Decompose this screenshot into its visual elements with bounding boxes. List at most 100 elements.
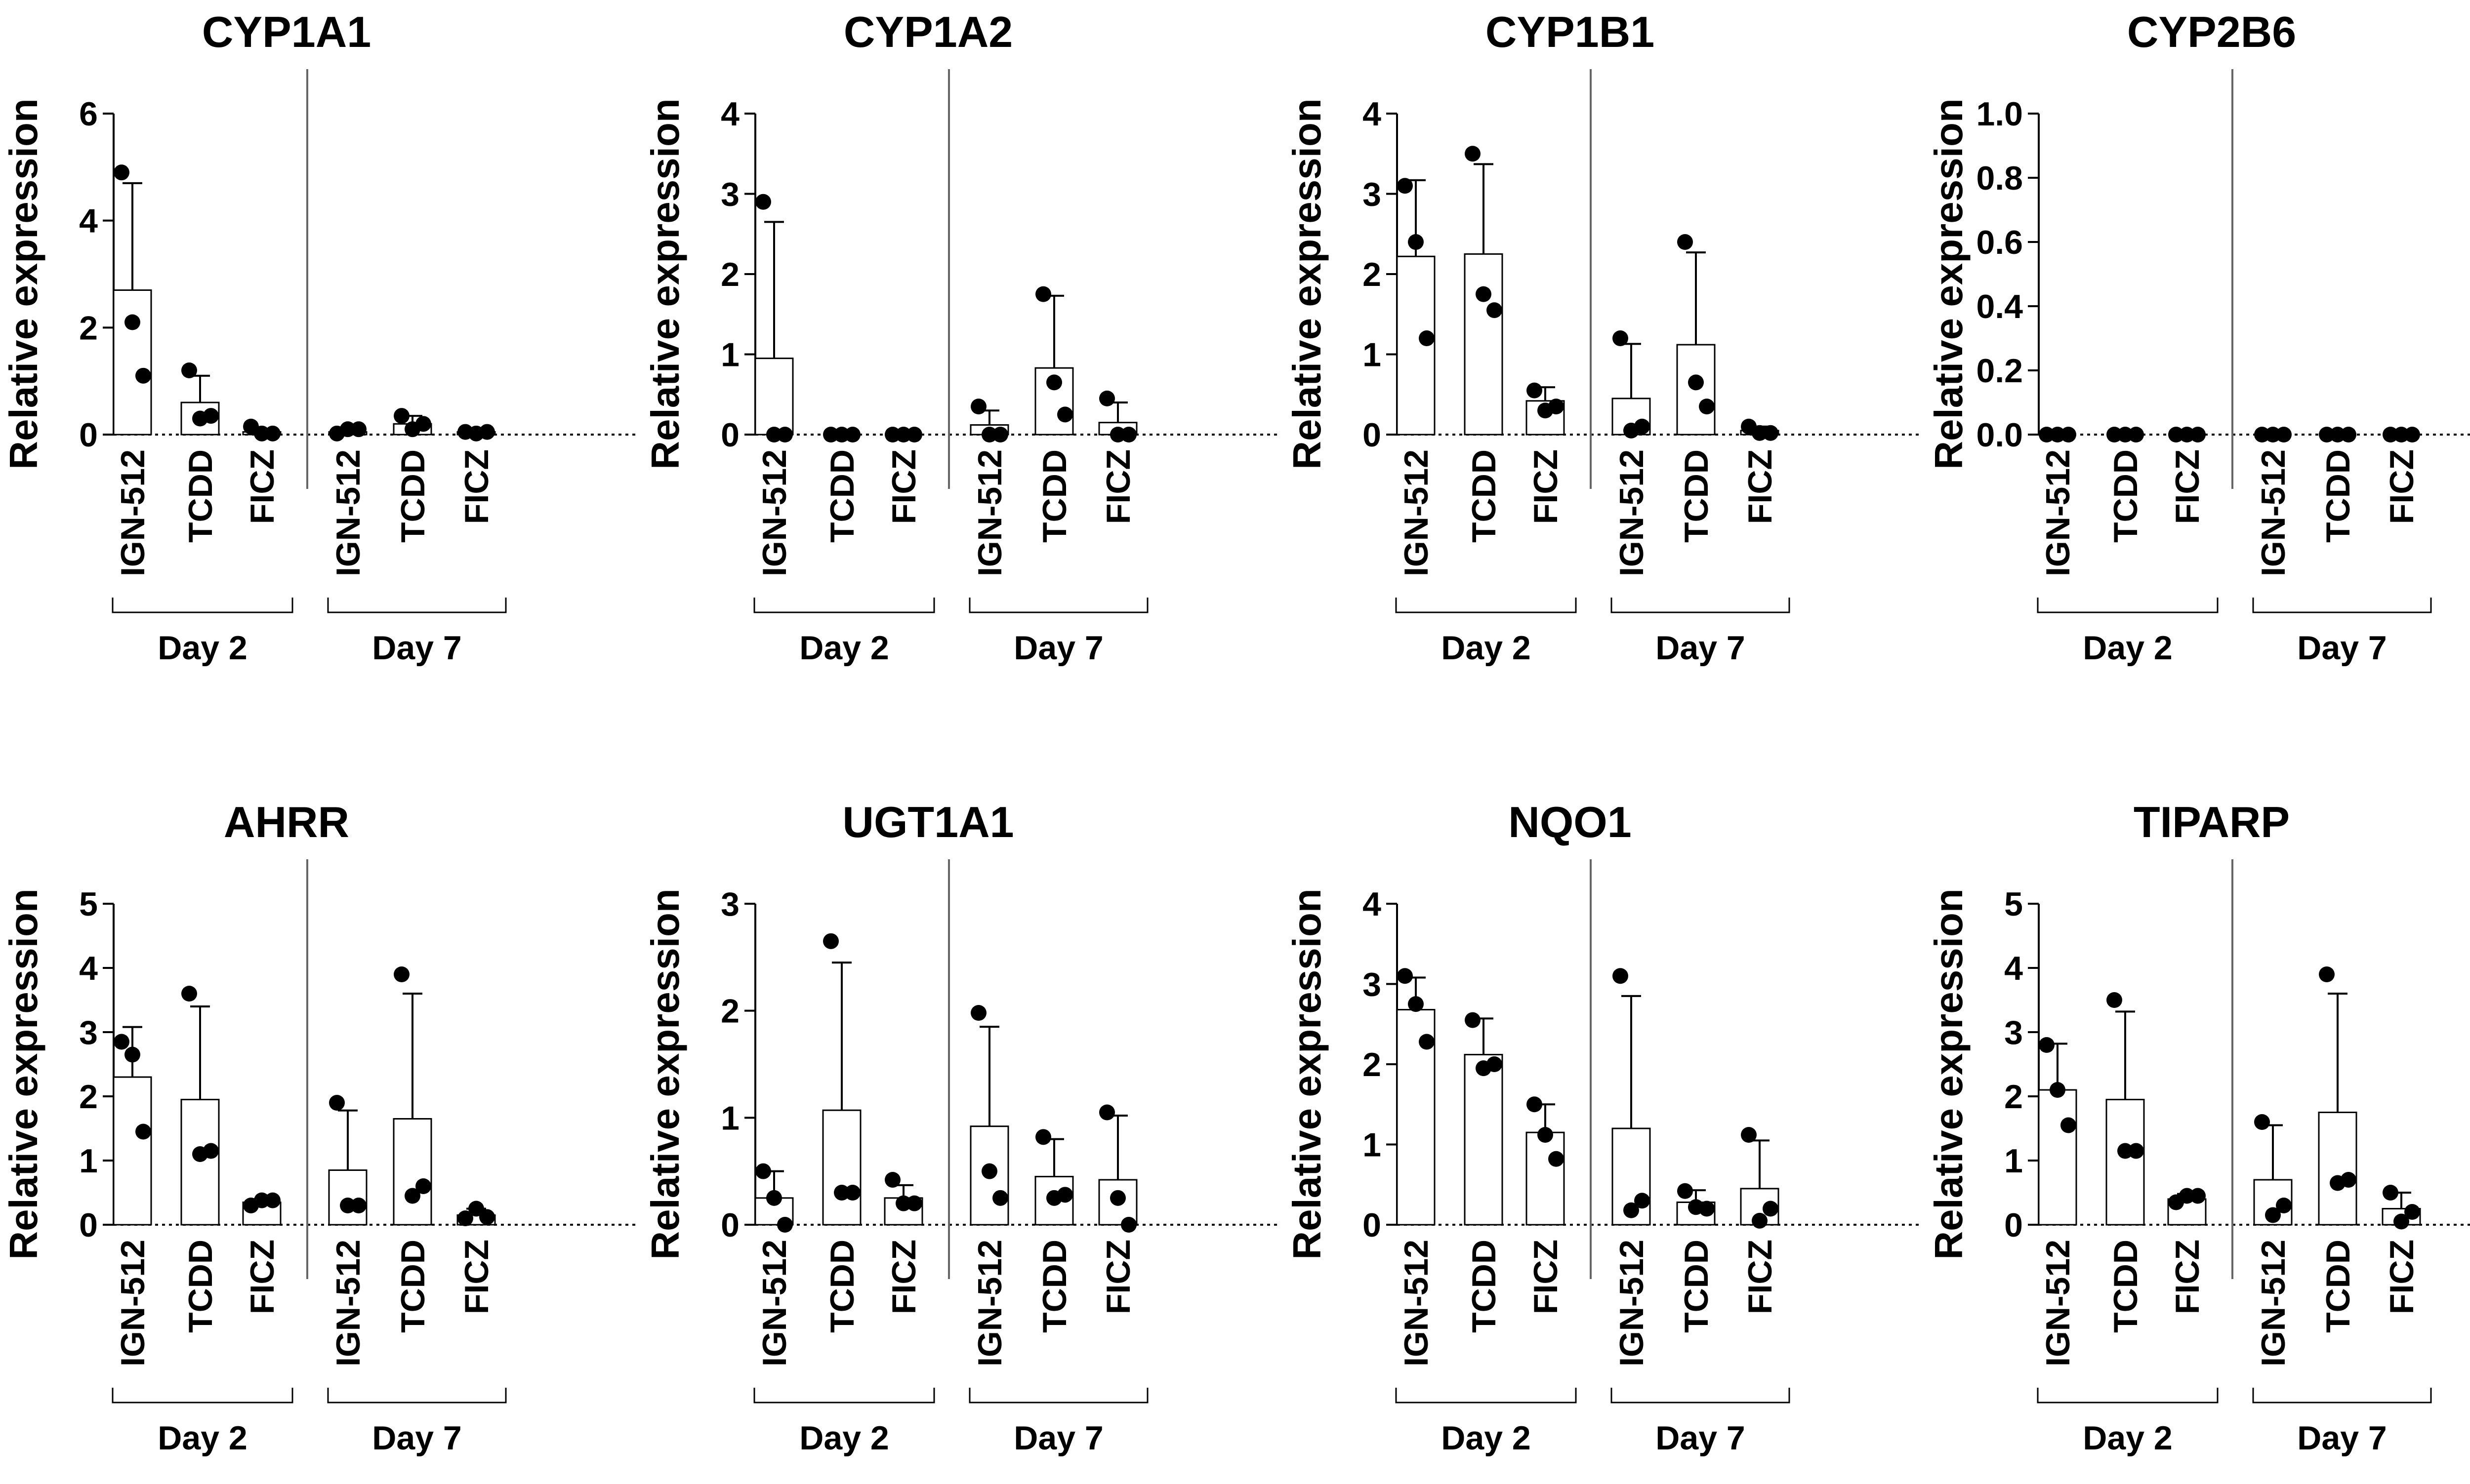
chart-panel-TIPARP: TIPARP Relative expression 0 1 2 3 4 5 IGN-512 TC… [1927, 798, 2470, 1457]
data-point [254, 425, 270, 441]
group-bracket [753, 1388, 935, 1404]
data-point [2190, 427, 2206, 442]
bar [113, 289, 152, 436]
category-label: IGN-512 [114, 449, 152, 576]
data-point [2117, 1143, 2133, 1159]
category-label: FICZ [1741, 1240, 1779, 1314]
data-point [1121, 1217, 1137, 1233]
data-point [394, 408, 410, 424]
data-point [1397, 968, 1413, 984]
data-point [1099, 1104, 1115, 1121]
group-bracket [327, 1388, 507, 1404]
bar [2105, 1099, 2145, 1226]
data-point [1526, 382, 1542, 399]
y-tick-label: 0 [1362, 1206, 1381, 1244]
group-label: Day 2 [799, 1419, 889, 1457]
data-point [2393, 1213, 2409, 1230]
data-point [2179, 1188, 2195, 1204]
y-tick-label: 0.8 [1976, 160, 2023, 197]
y-tick-label: 0 [721, 416, 740, 454]
chart-title: TIPARP [2134, 798, 2290, 846]
category-label: FICZ [458, 449, 495, 524]
data-point [971, 1005, 987, 1021]
data-point [1046, 374, 1062, 391]
data-point [1699, 399, 1715, 415]
category-label: FICZ [1100, 449, 1137, 524]
group-bracket [2037, 598, 2219, 613]
group-label: Day 2 [2083, 629, 2172, 667]
data-point [2265, 427, 2281, 442]
category-label: FICZ [2383, 449, 2421, 524]
chart-panel-CYP2B6: CYP2B6 Relative expression 0.0 0.2 0.4 0.6 0.8… [1927, 7, 2470, 667]
data-point [2254, 1114, 2270, 1130]
group-bracket [1610, 598, 1790, 613]
data-point [755, 194, 771, 210]
data-point [2128, 1143, 2144, 1159]
y-tick-label: 3 [721, 885, 740, 923]
y-tick-label: 2 [1362, 256, 1381, 293]
y-axis-label: Relative expression [1285, 888, 1329, 1259]
data-point [2330, 427, 2346, 442]
category-label: FICZ [2383, 1240, 2421, 1314]
data-point [2319, 427, 2335, 442]
category-label: TCDD [823, 1240, 861, 1333]
category-label: TCDD [1465, 449, 1503, 543]
data-point [2050, 1082, 2065, 1098]
y-tick-label: 4 [1362, 95, 1381, 133]
category-label: FICZ [2169, 449, 2206, 524]
chart-title: CYP1A2 [844, 7, 1013, 56]
data-point [1763, 425, 1778, 441]
y-tick-label: 0 [79, 1206, 98, 1244]
category-label: TCDD [823, 449, 861, 543]
category-label: FICZ [2169, 1240, 2206, 1314]
y-tick-label: 5 [79, 885, 98, 923]
data-point [254, 1192, 270, 1208]
category-label: TCDD [1036, 1240, 1073, 1333]
y-tick-label: 0 [721, 1206, 740, 1244]
y-tick-label: 2 [721, 993, 740, 1030]
category-label: TCDD [2107, 1240, 2144, 1333]
data-point [124, 1046, 140, 1063]
group-bracket [969, 598, 1149, 613]
data-point [2060, 1117, 2076, 1133]
data-point [766, 1190, 782, 1206]
chart-title: CYP1B1 [1485, 7, 1654, 56]
data-point [2383, 427, 2398, 442]
data-point [114, 1034, 129, 1050]
data-point [1110, 1190, 1126, 1206]
group-label: Day 2 [799, 629, 889, 667]
group-label: Day 7 [1014, 1419, 1103, 1457]
category-label: IGN-512 [2039, 1240, 2077, 1366]
data-point [1465, 146, 1481, 162]
chart-panel-NQO1: NQO1 Relative expression 0 1 2 3 4 IGN-512 TCDD F… [1285, 798, 1921, 1457]
group-bracket [1395, 1388, 1577, 1404]
y-tick-label: 0 [2004, 1206, 2023, 1244]
data-point [834, 427, 850, 442]
data-point [2168, 427, 2184, 442]
data-point [2106, 992, 2122, 1008]
data-point [2190, 1188, 2206, 1204]
data-point [1121, 427, 1137, 442]
data-point [1677, 234, 1693, 250]
data-point [906, 427, 922, 442]
data-point [1057, 1187, 1073, 1203]
data-point [114, 164, 129, 181]
y-tick-label: 0 [1362, 416, 1381, 454]
data-point [124, 314, 140, 330]
category-label: IGN-512 [756, 449, 793, 576]
data-point [1110, 427, 1126, 442]
group-label: Day 7 [2297, 629, 2387, 667]
category-label: IGN-512 [329, 1240, 367, 1366]
y-tick-label: 3 [1362, 966, 1381, 1003]
data-point [1476, 286, 1491, 302]
category-label: TCDD [1036, 449, 1073, 543]
y-tick-label: 2 [2004, 1078, 2023, 1116]
chart-panel-AHRR: AHRR Relative expression 0 1 2 3 4 5 IGN-512 TCDD… [1, 798, 637, 1457]
data-point [2179, 427, 2195, 442]
y-tick-label: 2 [721, 256, 740, 293]
category-label: FICZ [1741, 449, 1779, 524]
data-point [181, 362, 197, 378]
data-point [992, 427, 1008, 442]
group-label: Day 2 [158, 629, 247, 667]
data-point [1548, 399, 1564, 415]
